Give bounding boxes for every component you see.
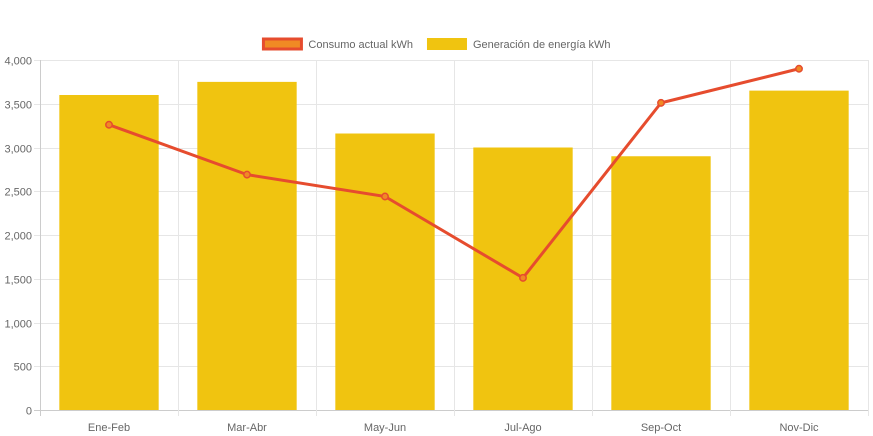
line-point [657, 98, 665, 107]
line-point [243, 170, 251, 179]
y-tick-label: 2,500 [4, 187, 32, 199]
x-tick-label: Jul-Ago [504, 422, 541, 434]
x-axis: Ene-Feb Mar-Abr May-Jun Jul-Ago Sep-Oct Nov-D… [88, 422, 819, 434]
line-point [381, 192, 389, 201]
x-tick-label: May-Jun [364, 422, 406, 434]
legend-swatch-consumo [261, 37, 303, 51]
bar [335, 133, 435, 410]
grid-lines [34, 60, 869, 416]
line-series [105, 64, 803, 282]
y-tick-label: 1,500 [4, 275, 32, 287]
line-point [519, 273, 527, 282]
line-point [795, 64, 803, 73]
legend-swatch-generacion [426, 38, 467, 50]
y-tick-label: 3,500 [4, 100, 32, 112]
line-path [108, 67, 800, 280]
x-tick-label: Ene-Feb [88, 422, 130, 434]
y-tick-label: 0 [26, 406, 32, 418]
bar [197, 81, 297, 410]
x-tick-label: Mar-Abr [227, 422, 267, 434]
y-tick-label: 4,000 [4, 56, 32, 68]
y-tick-label: 2,000 [4, 231, 32, 243]
legend: Consumo actual kWh Generación de energía … [261, 37, 611, 51]
bar [749, 90, 849, 410]
y-tick-label: 3,000 [4, 144, 32, 156]
line-point [105, 120, 113, 129]
bar-series [59, 81, 849, 410]
y-axis: 0 500 1,000 1,500 2,000 2,500 3,000 3,500 4,000 [4, 56, 32, 418]
legend-label: Generación de energía kWh [473, 39, 611, 51]
bar [611, 156, 711, 410]
y-tick-label: 1,000 [4, 319, 32, 331]
y-tick-label: 500 [14, 362, 32, 374]
legend-label: Consumo actual kWh [308, 39, 413, 51]
bar [59, 95, 159, 410]
x-tick-label: Nov-Dic [779, 422, 819, 434]
x-tick-label: Sep-Oct [641, 422, 681, 434]
